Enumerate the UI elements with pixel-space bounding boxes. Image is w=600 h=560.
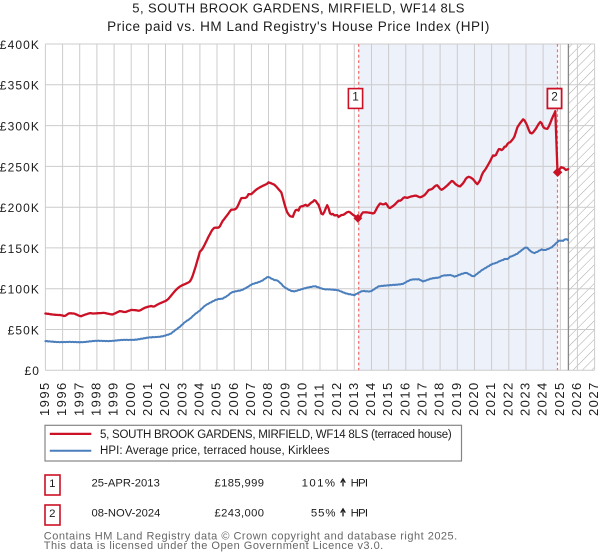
svg-text:2019: 2019 [449, 381, 464, 416]
svg-text:HPI: HPI [351, 478, 368, 490]
svg-text:1999: 1999 [106, 381, 121, 416]
svg-text:£100K: £100K [0, 283, 40, 297]
svg-text:5, SOUTH BROOK GARDENS, MIRFIE: 5, SOUTH BROOK GARDENS, MIRFIELD, WF14 8… [100, 429, 452, 441]
svg-text:2: 2 [49, 508, 55, 520]
svg-text:1998: 1998 [89, 381, 104, 416]
svg-text:2007: 2007 [243, 381, 258, 416]
svg-text:HPI: Average price, terraced h: HPI: Average price, terraced house, Kirk… [100, 445, 330, 457]
svg-text:2020: 2020 [466, 381, 481, 416]
svg-text:2024: 2024 [535, 381, 550, 416]
svg-text:2014: 2014 [363, 381, 378, 416]
svg-text:2009: 2009 [277, 381, 292, 416]
svg-text:2015: 2015 [380, 381, 395, 416]
svg-text:2011: 2011 [312, 382, 327, 416]
svg-text:25-APR-2013: 25-APR-2013 [92, 478, 160, 490]
svg-text:101%: 101% [302, 478, 337, 490]
svg-text:£350K: £350K [0, 79, 40, 93]
svg-text:2000: 2000 [123, 381, 138, 416]
svg-text:2022: 2022 [500, 381, 515, 416]
svg-text:2: 2 [551, 89, 558, 103]
svg-text:2026: 2026 [569, 381, 584, 416]
svg-text:2001: 2001 [140, 381, 155, 416]
svg-text:1997: 1997 [71, 381, 86, 416]
svg-text:2006: 2006 [226, 381, 241, 416]
svg-text:1995: 1995 [37, 381, 52, 416]
svg-text:1: 1 [49, 478, 55, 490]
svg-text:£150K: £150K [0, 242, 40, 256]
svg-text:£300K: £300K [0, 120, 40, 134]
svg-text:2025: 2025 [552, 381, 567, 416]
svg-text:2017: 2017 [415, 381, 430, 416]
svg-text:Price paid vs. HM Land Registr: Price paid vs. HM Land Registry's House … [107, 19, 490, 34]
svg-text:£50K: £50K [8, 323, 40, 337]
svg-text:2002: 2002 [157, 381, 172, 416]
svg-text:2021: 2021 [483, 381, 498, 416]
svg-text:£250K: £250K [0, 160, 40, 174]
svg-text:£400K: £400K [0, 38, 40, 52]
svg-text:HPI: HPI [351, 508, 368, 520]
svg-text:£0: £0 [24, 364, 40, 378]
svg-text:5, SOUTH BROOK GARDENS, MIRFIE: 5, SOUTH BROOK GARDENS, MIRFIELD, WF14 8… [132, 1, 465, 16]
svg-text:1: 1 [352, 89, 359, 103]
svg-text:Contains HM Land Registry data: Contains HM Land Registry data © Crown c… [44, 531, 458, 543]
svg-text:2027: 2027 [586, 381, 600, 416]
svg-text:55%: 55% [311, 508, 337, 520]
svg-text:2003: 2003 [174, 381, 189, 416]
svg-text:This data is licensed under th: This data is licensed under the Open Gov… [44, 540, 384, 552]
svg-text:2013: 2013 [346, 381, 361, 416]
svg-text:£200K: £200K [0, 201, 40, 215]
svg-text:£185,999: £185,999 [215, 478, 265, 490]
svg-text:2016: 2016 [397, 381, 412, 416]
svg-text:2010: 2010 [294, 381, 309, 416]
svg-text:2023: 2023 [518, 381, 533, 416]
svg-text:1996: 1996 [54, 381, 69, 416]
svg-text:2005: 2005 [209, 381, 224, 416]
svg-text:08-NOV-2024: 08-NOV-2024 [92, 508, 161, 520]
svg-text:2012: 2012 [329, 381, 344, 416]
svg-text:£243,000: £243,000 [215, 508, 265, 520]
svg-text:2008: 2008 [260, 381, 275, 416]
svg-text:2004: 2004 [192, 381, 207, 416]
svg-text:2018: 2018 [432, 381, 447, 416]
